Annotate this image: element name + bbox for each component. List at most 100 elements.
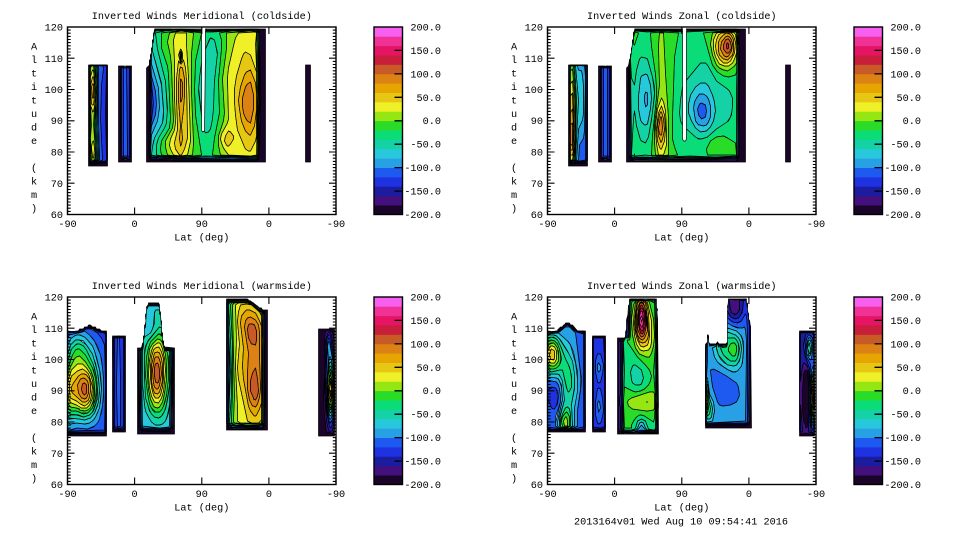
svg-text:u: u (31, 110, 37, 121)
svg-text:50.0: 50.0 (417, 364, 441, 375)
svg-text:d: d (511, 393, 517, 405)
svg-text:k: k (511, 447, 517, 459)
svg-text:l: l (511, 325, 517, 337)
svg-text:0: 0 (612, 220, 618, 231)
svg-text:(: ( (31, 433, 37, 445)
svg-text:80: 80 (531, 149, 543, 160)
svg-text:): ) (31, 204, 37, 216)
svg-text:t: t (31, 70, 37, 81)
svg-text:m: m (31, 191, 37, 202)
svg-text:t: t (31, 340, 37, 351)
svg-text:t: t (511, 97, 517, 108)
svg-text:-90: -90 (807, 220, 825, 231)
svg-text:0: 0 (266, 220, 272, 231)
svg-text:90: 90 (676, 220, 688, 231)
svg-text:150.0: 150.0 (410, 47, 441, 58)
svg-text:e: e (31, 407, 37, 418)
svg-text:-90: -90 (538, 490, 556, 501)
svg-text:e: e (31, 137, 37, 148)
svg-text:0.0: 0.0 (423, 387, 441, 398)
svg-text:Lat (deg): Lat (deg) (174, 233, 229, 245)
svg-text:t: t (31, 367, 37, 378)
svg-text:150.0: 150.0 (410, 317, 441, 328)
svg-text:e: e (511, 407, 517, 418)
svg-text:60: 60 (51, 481, 63, 492)
svg-text:70: 70 (531, 180, 543, 191)
svg-text:120: 120 (45, 294, 63, 305)
svg-text:200.0: 200.0 (890, 294, 921, 305)
svg-text:120: 120 (45, 24, 63, 35)
svg-text:90: 90 (51, 387, 63, 398)
svg-text:u: u (31, 380, 37, 391)
svg-text:200.0: 200.0 (890, 24, 921, 35)
svg-text:-150.0: -150.0 (404, 188, 441, 199)
svg-text:70: 70 (51, 180, 63, 191)
svg-text:50.0: 50.0 (897, 364, 921, 375)
svg-text:u: u (511, 380, 517, 391)
svg-text:i: i (31, 82, 37, 94)
svg-text:0: 0 (746, 490, 752, 501)
svg-text:100: 100 (525, 356, 543, 367)
svg-text:-200.0: -200.0 (884, 211, 921, 222)
svg-text:-100.0: -100.0 (884, 164, 921, 175)
svg-text:i: i (511, 352, 517, 364)
svg-text:k: k (31, 177, 37, 189)
svg-text:-150.0: -150.0 (404, 458, 441, 469)
svg-text:90: 90 (51, 117, 63, 128)
svg-text:t: t (511, 70, 517, 81)
svg-text:d: d (31, 123, 37, 135)
svg-text:-200.0: -200.0 (404, 481, 441, 492)
svg-text:100: 100 (525, 86, 543, 97)
svg-text:110: 110 (525, 55, 543, 66)
svg-text:l: l (31, 55, 37, 67)
svg-text:110: 110 (45, 55, 63, 66)
svg-text:m: m (511, 191, 517, 202)
svg-text:100.0: 100.0 (890, 340, 921, 351)
svg-text:0.0: 0.0 (903, 387, 921, 398)
svg-text:l: l (511, 55, 517, 67)
svg-text:110: 110 (45, 325, 63, 336)
svg-text:-90: -90 (807, 490, 825, 501)
svg-text:-90: -90 (58, 220, 76, 231)
svg-text:A: A (31, 313, 38, 324)
svg-text:60: 60 (531, 211, 543, 222)
svg-text:-150.0: -150.0 (884, 458, 921, 469)
svg-text:90: 90 (676, 490, 688, 501)
svg-text:Inverted Winds Zonal (coldside: Inverted Winds Zonal (coldside) (587, 11, 777, 23)
svg-text:-100.0: -100.0 (404, 164, 441, 175)
svg-text:0: 0 (746, 220, 752, 231)
svg-text:A: A (511, 313, 518, 324)
svg-text:0: 0 (612, 490, 618, 501)
svg-text:50.0: 50.0 (897, 94, 921, 105)
svg-text:100.0: 100.0 (410, 70, 441, 81)
svg-text:0: 0 (266, 490, 272, 501)
svg-text:-100.0: -100.0 (404, 434, 441, 445)
svg-text:Inverted Winds Zonal (warmside: Inverted Winds Zonal (warmside) (587, 281, 777, 293)
svg-text:90: 90 (196, 490, 208, 501)
svg-text:d: d (511, 123, 517, 135)
svg-text:i: i (511, 82, 517, 94)
svg-text:-90: -90 (327, 490, 345, 501)
svg-text:200.0: 200.0 (410, 24, 441, 35)
svg-text:60: 60 (51, 211, 63, 222)
svg-text:200.0: 200.0 (410, 294, 441, 305)
svg-text:-200.0: -200.0 (404, 211, 441, 222)
svg-text:u: u (511, 110, 517, 121)
svg-text:(: ( (511, 163, 517, 175)
svg-text:0.0: 0.0 (423, 117, 441, 128)
svg-text:d: d (31, 393, 37, 405)
svg-text:100: 100 (45, 86, 63, 97)
svg-text:70: 70 (51, 450, 63, 461)
svg-text:Inverted Winds Meridional (col: Inverted Winds Meridional (coldside) (92, 11, 312, 23)
svg-text:m: m (31, 461, 37, 472)
svg-text:-50.0: -50.0 (890, 141, 921, 152)
svg-text:Inverted Winds Meridional (war: Inverted Winds Meridional (warmside) (92, 281, 312, 293)
svg-text:t: t (511, 340, 517, 351)
svg-text:50.0: 50.0 (417, 94, 441, 105)
svg-text:-90: -90 (538, 220, 556, 231)
svg-text:t: t (511, 367, 517, 378)
svg-text:120: 120 (525, 24, 543, 35)
svg-text:90: 90 (196, 220, 208, 231)
svg-text:110: 110 (525, 325, 543, 336)
svg-text:120: 120 (525, 294, 543, 305)
